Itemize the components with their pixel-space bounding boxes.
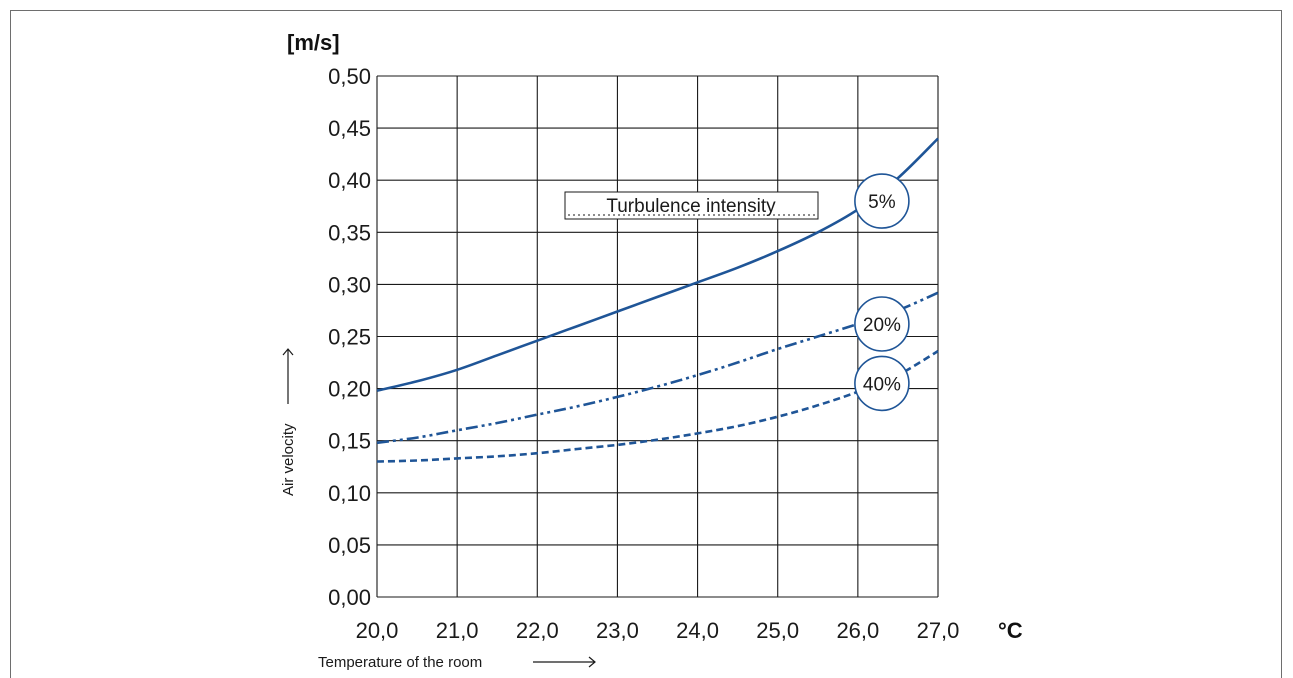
x-axis-arrow-head [588, 656, 596, 668]
series-line-20pct [376, 291, 939, 445]
callout-label-1: 20% [863, 315, 901, 336]
x-tick-label-0: 20,0 [356, 618, 399, 643]
y-tick-label-9: 0,45 [328, 116, 371, 141]
callout-circle-0 [854, 173, 910, 229]
grid [376, 75, 939, 598]
y-axis-arrow-head [282, 348, 294, 356]
y-tick-label-2: 0,10 [328, 481, 371, 506]
x-tick-label-5: 25,0 [756, 618, 799, 643]
x-tick-label-1: 21,0 [436, 618, 479, 643]
legend-title: Turbulence intensity [606, 196, 776, 217]
x-tick-label-3: 23,0 [596, 618, 639, 643]
callout-label-2: 40% [863, 374, 901, 395]
callout-label-0: 5% [868, 192, 896, 213]
y-tick-label-4: 0,20 [328, 377, 371, 402]
x-tick-label-4: 24,0 [676, 618, 719, 643]
x-tick-label-2: 22,0 [516, 618, 559, 643]
y-tick-label-8: 0,40 [328, 168, 371, 193]
legend: Turbulence intensity [564, 191, 819, 220]
y-axis-title: Air velocity [280, 348, 297, 496]
y-tick-label-6: 0,30 [328, 272, 371, 297]
series-line-5pct [376, 137, 939, 392]
legend-box [564, 191, 819, 220]
y-tick-label-0: 0,00 [328, 585, 371, 610]
y-tick-label-5: 0,25 [328, 325, 371, 350]
y-unit-label: [m/s] [287, 30, 340, 55]
callout-circle-1 [854, 296, 910, 352]
callout-circle-2 [854, 355, 910, 412]
series-lines [376, 137, 939, 463]
x-tick-label-6: 26,0 [836, 618, 879, 643]
y-tick-label-3: 0,15 [328, 429, 371, 454]
x-axis-title: Temperature of the room [318, 654, 596, 671]
x-tick-labels: 20,0 21,0 22,0 23,0 24,0 25,0 26,0 27,0 [356, 618, 960, 643]
x-tick-label-7: 27,0 [917, 618, 960, 643]
y-tick-label-10: 0,50 [328, 64, 371, 89]
x-unit-label: °C [998, 618, 1023, 643]
y-tick-label-1: 0,05 [328, 533, 371, 558]
series-line-40pct [376, 349, 939, 463]
x-axis-label: Temperature of the room [318, 654, 482, 671]
callouts: 5% 20% 40% [854, 173, 910, 412]
y-axis-label: Air velocity [280, 423, 297, 496]
chart-frame [10, 10, 1282, 678]
y-tick-label-7: 0,35 [328, 220, 371, 245]
y-tick-labels: 0,00 0,05 0,10 0,15 0,20 0,25 0,30 0,35 0,40 0,45… [328, 64, 371, 610]
